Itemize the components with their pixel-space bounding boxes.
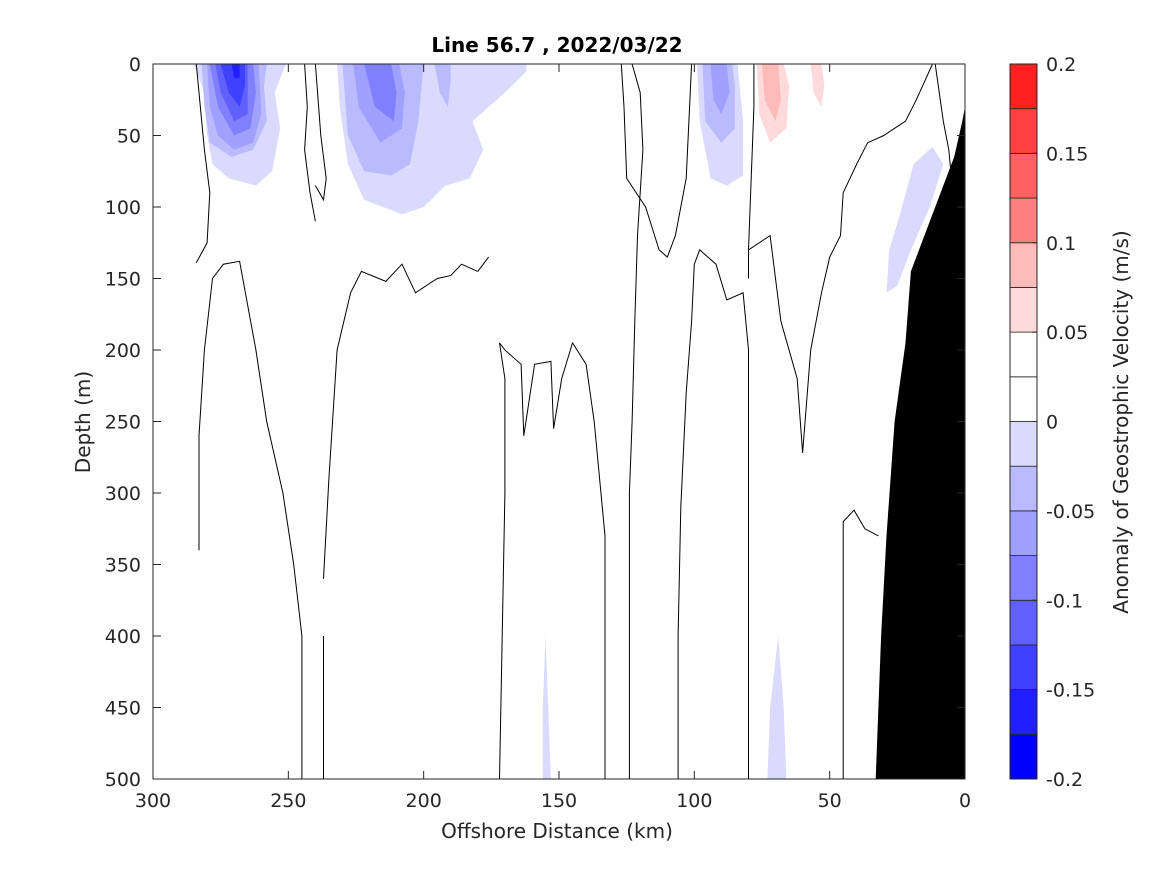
velocity-region-16 bbox=[886, 146, 944, 293]
colorbar-tick-label: 0.1 bbox=[1046, 233, 1076, 255]
colorbar-tick-label: 0.2 bbox=[1046, 54, 1076, 76]
axes: 300 250 200 150 100 50 00501001502002503003504… bbox=[105, 54, 971, 812]
velocity-region-24 bbox=[802, 64, 836, 172]
colorbar-bin bbox=[1009, 197, 1038, 244]
velocity-region-19 bbox=[564, 64, 589, 115]
x-tick-label: 300 bbox=[135, 790, 171, 812]
velocity-region-29 bbox=[862, 657, 879, 751]
zero-contour-12 bbox=[748, 64, 755, 279]
y-tick-label: 350 bbox=[105, 555, 141, 577]
y-tick-label: 200 bbox=[105, 340, 141, 362]
colorbar-bin bbox=[1009, 152, 1038, 199]
colorbar-bin bbox=[1009, 242, 1038, 288]
velocity-region-15 bbox=[710, 64, 730, 115]
colorbar-tick-label: 0.15 bbox=[1046, 143, 1088, 165]
velocity-region-12 bbox=[507, 64, 522, 79]
y-tick-label: 250 bbox=[105, 412, 141, 434]
y-tick-label: 450 bbox=[105, 698, 141, 720]
velocity-region-27 bbox=[212, 435, 267, 779]
zero-contour-3 bbox=[304, 63, 316, 222]
zero-contour-0 bbox=[198, 260, 303, 779]
velocity-region-31 bbox=[542, 636, 551, 779]
x-tick-label: 100 bbox=[676, 790, 712, 812]
colorbar-bin bbox=[1009, 108, 1038, 154]
colorbar-bin bbox=[1009, 376, 1038, 422]
x-tick-label: 150 bbox=[541, 790, 577, 812]
zero-contour-15 bbox=[934, 63, 952, 179]
colorbar-tick-label: 0 bbox=[1046, 412, 1058, 434]
x-tick-label: 250 bbox=[270, 790, 306, 812]
zero-contour-6 bbox=[477, 256, 489, 272]
zero-contour-10 bbox=[620, 63, 693, 258]
zero-contour-2 bbox=[314, 63, 327, 202]
velocity-region-25 bbox=[810, 64, 825, 107]
velocity-region-20 bbox=[642, 64, 670, 165]
y-axis-label: Depth (m) bbox=[71, 371, 95, 473]
colorbar-bin bbox=[1009, 689, 1038, 735]
velocity-region-17 bbox=[310, 64, 324, 129]
colorbar-bin bbox=[1009, 555, 1038, 601]
colorbar-bin bbox=[1009, 733, 1038, 780]
colorbar-tick-label: -0.05 bbox=[1046, 501, 1095, 523]
bathymetry bbox=[875, 106, 965, 779]
x-tick-label: 0 bbox=[959, 790, 971, 812]
y-tick-label: 0 bbox=[129, 54, 141, 76]
y-tick-label: 300 bbox=[105, 483, 141, 505]
y-tick-label: 500 bbox=[105, 769, 141, 791]
velocity-region-10 bbox=[364, 64, 397, 122]
y-tick-label: 50 bbox=[117, 126, 141, 148]
zero-contour-8 bbox=[504, 341, 606, 779]
zero-contours bbox=[195, 63, 952, 780]
colorbar-tick-label: -0.15 bbox=[1046, 680, 1095, 702]
x-tick-label: 200 bbox=[406, 790, 442, 812]
chart-title: Line 56.7 , 2022/03/22 bbox=[431, 33, 682, 57]
colorbar-bin bbox=[1009, 287, 1038, 333]
velocity-region-18 bbox=[526, 64, 559, 239]
colorbar-bin bbox=[1009, 465, 1038, 512]
colorbar-bin bbox=[1009, 63, 1038, 110]
velocity-region-23 bbox=[762, 64, 781, 122]
zero-contour-11 bbox=[677, 249, 749, 779]
velocity-regions bbox=[193, 64, 944, 779]
zero-contour-9 bbox=[628, 63, 644, 779]
zero-contour-7 bbox=[499, 342, 506, 780]
colorbar-bin bbox=[1009, 510, 1038, 556]
velocity-region-6 bbox=[231, 64, 240, 79]
colorbar-bin bbox=[1009, 421, 1038, 467]
velocity-region-28 bbox=[358, 450, 402, 779]
colorbar: 0.2 0.15 0.1 0.05 0 -0.05 -0.1 -0.15 -0.2 bbox=[1009, 54, 1095, 791]
plot-area bbox=[153, 64, 965, 779]
zero-contour-4 bbox=[323, 263, 479, 579]
zero-contour-13 bbox=[748, 63, 933, 454]
colorbar-bin bbox=[1009, 599, 1038, 646]
zero-contour-1 bbox=[195, 63, 211, 264]
y-tick-label: 100 bbox=[105, 197, 141, 219]
x-axis-label: Offshore Distance (km) bbox=[441, 819, 673, 843]
colorbar-label: Anomaly of Geostrophic Velocity (m/s) bbox=[1109, 230, 1133, 613]
velocity-region-32 bbox=[767, 636, 787, 779]
x-tick-label: 50 bbox=[818, 790, 842, 812]
colorbar-tick-label: -0.1 bbox=[1046, 590, 1083, 612]
bathymetry-fill bbox=[875, 106, 965, 779]
colorbar-bin bbox=[1009, 644, 1038, 691]
zero-contour-14 bbox=[842, 509, 879, 779]
velocity-region-11 bbox=[434, 64, 451, 107]
colorbar-tick-label: -0.2 bbox=[1046, 769, 1083, 791]
velocity-region-26 bbox=[878, 64, 917, 84]
velocity-region-30 bbox=[718, 693, 727, 779]
colorbar-bin bbox=[1009, 331, 1038, 378]
colorbar-tick-label: 0.05 bbox=[1046, 322, 1088, 344]
y-tick-label: 400 bbox=[105, 626, 141, 648]
y-tick-label: 150 bbox=[105, 269, 141, 291]
